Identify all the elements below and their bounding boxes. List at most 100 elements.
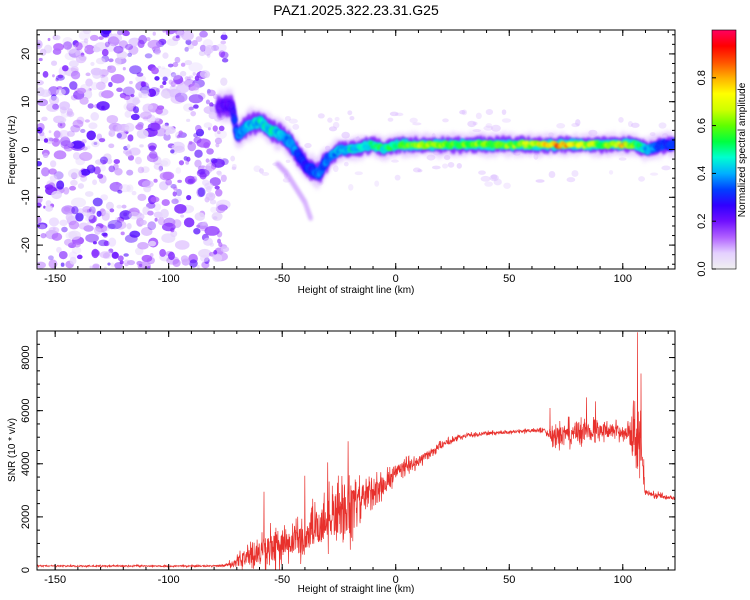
noise-blob: [220, 34, 228, 41]
noise-blob: [93, 166, 101, 175]
scatter-blob: [493, 178, 502, 186]
noise-blob: [209, 102, 214, 108]
noise-blob: [160, 208, 169, 219]
noise-blob: [108, 143, 115, 149]
noise-blob: [204, 182, 214, 190]
noise-blob: [39, 48, 47, 56]
scatter-blob: [535, 179, 545, 183]
noise-blob: [178, 160, 185, 166]
noise-blob: [174, 56, 181, 64]
noise-blob: [201, 222, 206, 226]
noise-blob: [194, 212, 206, 221]
noise-blob: [115, 124, 128, 134]
scatter-blob: [261, 172, 270, 176]
scatter-blob: [328, 126, 338, 132]
noise-blob: [126, 222, 132, 230]
scatter-blob: [661, 165, 671, 171]
noise-blob: [52, 227, 56, 231]
noise-blob: [53, 43, 65, 51]
noise-blob: [72, 152, 81, 160]
noise-blob: [109, 208, 115, 213]
scatter-blob: [347, 110, 353, 116]
spectrogram-x-ticks: -150 -100 -50 0 50 100: [44, 30, 669, 285]
noise-blob: [92, 197, 103, 207]
noise-blob: [113, 45, 124, 54]
noise-blob: [183, 217, 195, 228]
snr-x-tick-label: 50: [503, 574, 515, 586]
noise-blob: [57, 74, 64, 79]
noise-blob: [84, 191, 94, 197]
noise-blob: [108, 132, 113, 136]
scatter-blob: [327, 117, 333, 123]
noise-blob: [44, 184, 54, 190]
colorbar-tick-label: 0.6: [696, 118, 708, 133]
scatter-blob: [288, 118, 298, 124]
scatter-blob: [480, 175, 491, 182]
scatter-blob: [548, 171, 556, 178]
noise-blob: [140, 86, 150, 96]
noise-blob: [137, 241, 149, 250]
scatter-blob: [231, 163, 237, 170]
noise-blob: [114, 168, 123, 176]
noise-blob: [141, 180, 154, 188]
noise-blob: [70, 197, 87, 208]
noise-blob: [158, 165, 164, 171]
ridge-mark: [230, 108, 236, 115]
noise-blob: [162, 30, 166, 33]
noise-blob: [96, 101, 110, 111]
noise-blob: [49, 175, 58, 182]
noise-blob: [68, 230, 81, 240]
noise-blob: [187, 43, 194, 50]
scatter-blob: [489, 174, 499, 182]
noise-blob: [203, 122, 213, 129]
noise-blob: [188, 106, 194, 111]
noise-blob: [175, 35, 180, 39]
noise-blob: [41, 167, 50, 177]
scatter-blob: [253, 165, 261, 173]
noise-blob: [37, 160, 42, 167]
noise-blob: [151, 67, 159, 75]
noise-blob: [38, 57, 43, 62]
noise-blob: [204, 72, 210, 78]
noise-blob: [48, 255, 54, 261]
noise-blob: [103, 227, 110, 232]
noise-blob: [153, 178, 158, 183]
noise-blob: [209, 199, 217, 205]
noise-blob: [217, 171, 223, 177]
snr-x-tick-label: 0: [393, 574, 399, 586]
noise-blob: [41, 116, 48, 121]
noise-blob: [136, 129, 149, 139]
scatter-blob: [292, 123, 300, 130]
noise-blob: [180, 214, 185, 218]
noise-blob: [141, 227, 153, 236]
noise-blob: [191, 39, 198, 47]
noise-blob: [48, 217, 60, 227]
scatter-blob: [649, 172, 659, 176]
noise-blob: [138, 263, 143, 268]
noise-blob: [193, 227, 201, 235]
noise-blob: [68, 220, 80, 230]
noise-blob: [147, 210, 154, 216]
noise-blob: [37, 80, 44, 86]
noise-blob: [70, 179, 78, 186]
noise-blob: [211, 158, 225, 168]
noise-blob: [70, 70, 81, 80]
noise-blob: [48, 137, 54, 142]
noise-blob: [38, 224, 46, 230]
noise-blob: [86, 211, 94, 220]
noise-blob: [124, 126, 130, 131]
noise-blob: [69, 81, 78, 90]
noise-blob: [157, 65, 161, 69]
noise-blob: [162, 76, 168, 82]
scatter-blob: [374, 180, 380, 187]
colorbar: 0.0 0.2 0.4 0.6 0.8 Normalized spectral ampl…: [696, 29, 748, 277]
noise-blob: [126, 259, 136, 266]
noise-blob: [55, 74, 65, 81]
noise-blob: [214, 129, 227, 140]
noise-blob: [109, 181, 123, 192]
ridge-mark: [233, 127, 239, 134]
noise-blob: [63, 186, 70, 195]
noise-blob: [80, 168, 91, 176]
noise-blob: [107, 262, 111, 266]
scatter-blob: [417, 169, 423, 173]
